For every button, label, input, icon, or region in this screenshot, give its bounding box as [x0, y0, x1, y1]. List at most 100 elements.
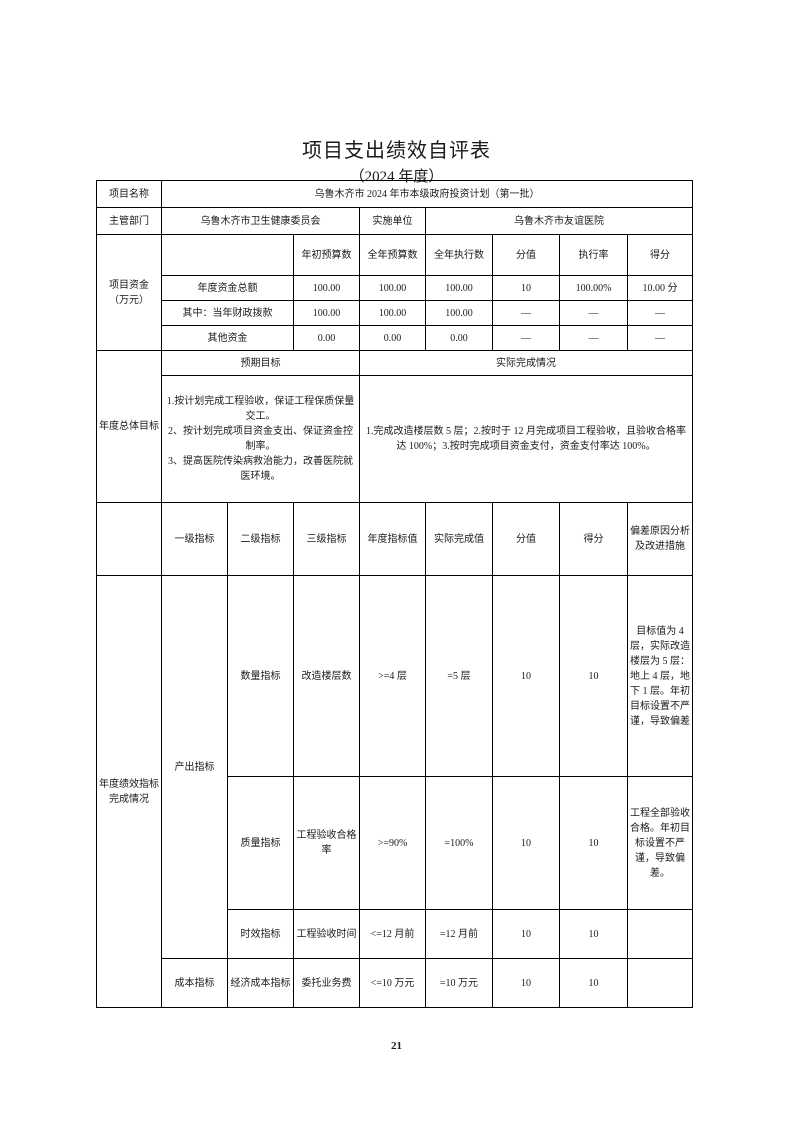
- funds-label-line2: （万元）: [109, 294, 149, 306]
- col-initial-budget: 年初预算数: [293, 234, 360, 276]
- table-row-department: 主管部门 乌鲁木齐市卫生健康委员会 实施单位 乌鲁木齐市友谊医院: [96, 207, 693, 235]
- table-row-funds-appropriation: 其中：当年财政拨款 100.00 100.00 100.00 — — —: [97, 300, 693, 326]
- deviation-timeliness: [627, 909, 693, 959]
- table-row-funds-other: 其他资金 0.00 0.00 0.00 — — —: [97, 325, 693, 351]
- score-value-quality: 10: [492, 776, 560, 910]
- score-value-timeliness: 10: [492, 909, 560, 959]
- project-name-value: 乌鲁木齐市 2024 年市本级政府投资计划（第一批）: [161, 180, 693, 208]
- level3-acceptance-time: 工程验收时间: [293, 909, 360, 959]
- page-title: 项目支出绩效自评表: [302, 140, 491, 162]
- funds-annual-execution-1: 100.00: [425, 300, 493, 326]
- deviation-quality: 工程全部验收合格。年初目标设置不严谨，导致偏差。: [627, 776, 693, 910]
- table-row-indicator-quality: 质量指标 工程验收合格率 >=90% =100% 10 10 工程全部验收合格。…: [97, 776, 693, 910]
- funds-initial-budget-1: 100.00: [293, 300, 360, 326]
- actual-completion-header: 实际完成情况: [359, 350, 693, 376]
- funds-annual-execution-2: 0.00: [425, 325, 493, 351]
- score-quality: 10: [559, 776, 628, 910]
- funds-annual-budget-2: 0.00: [359, 325, 426, 351]
- funds-score-value-2: —: [492, 325, 560, 351]
- score-value-quantity: 10: [492, 575, 560, 777]
- table-row-indicator-timeliness: 时效指标 工程验收时间 <=12 月前 =12 月前 10 10: [97, 909, 693, 959]
- table-row-goals-content: 1.按计划完成工程验收，保证工程保质保量交工。 2、按计划完成项目资金支出、保证…: [97, 375, 693, 503]
- performance-self-evaluation-table: 项目名称 乌鲁木齐市 2024 年市本级政府投资计划（第一批） 主管部门 乌鲁木…: [96, 180, 693, 1008]
- annual-target-quantity: >=4 层: [359, 575, 426, 777]
- funds-annual-budget-0: 100.00: [359, 275, 426, 301]
- col-score: 得分: [627, 234, 693, 276]
- annual-target-quality: >=90%: [359, 776, 426, 910]
- expected-goals-header: 预期目标: [161, 350, 360, 376]
- funds-score-0: 10.00 分: [627, 275, 693, 301]
- overall-goals-label: 年度总体目标: [96, 350, 162, 503]
- implementing-unit-label: 实施单位: [359, 207, 426, 235]
- funds-initial-budget-2: 0.00: [293, 325, 360, 351]
- table-row-project-name: 项目名称 乌鲁木齐市 2024 年市本级政府投资计划（第一批）: [96, 180, 693, 208]
- score-cost: 10: [559, 958, 628, 1008]
- col-level3-indicator: 三级指标: [293, 502, 360, 576]
- funds-row-label-1: 其中：当年财政拨款: [161, 300, 294, 326]
- actual-value-cost: =10 万元: [425, 958, 493, 1008]
- table-row-indicator-quantity: 年度绩效指标完成情况 产出指标 数量指标 改造楼层数 >=4 层 =5 层 10…: [96, 575, 693, 1008]
- deviation-cost: [627, 958, 693, 1008]
- level3-entrusted-business-fee: 委托业务费: [293, 958, 360, 1008]
- col-annual-execution: 全年执行数: [425, 234, 493, 276]
- funds-score-1: —: [627, 300, 693, 326]
- level3-acceptance-rate: 工程验收合格率: [293, 776, 360, 910]
- col-execution-rate: 执行率: [559, 234, 628, 276]
- table-row-indicator-header: 一级指标 二级指标 三级指标 年度指标值 实际完成值 分值 得分 偏差原因分析及…: [96, 502, 693, 576]
- funds-annual-budget-1: 100.00: [359, 300, 426, 326]
- indicators-section-label: 年度绩效指标完成情况: [96, 575, 162, 1008]
- col-level1-indicator: 一级指标: [161, 502, 228, 576]
- col-score-value: 分值: [492, 234, 560, 276]
- funds-row-label-2: 其他资金: [161, 325, 294, 351]
- actual-value-timeliness: =12 月前: [425, 909, 493, 959]
- level1-cost-indicator: 成本指标: [161, 958, 228, 1008]
- annual-target-timeliness: <=12 月前: [359, 909, 426, 959]
- funds-score-2: —: [627, 325, 693, 351]
- funds-execution-rate-1: —: [559, 300, 628, 326]
- funds-blank-header: [161, 234, 294, 276]
- level3-floor-count: 改造楼层数: [293, 575, 360, 777]
- level2-economic-cost-indicator: 经济成本指标: [227, 958, 294, 1008]
- table-row-funds-header: 项目资金 （万元） 年初预算数 全年预算数 全年执行数 分值 执行率 得分: [96, 234, 693, 351]
- col-indicator-score-value: 分值: [492, 502, 560, 576]
- table-row-indicator-cost: 成本指标 经济成本指标 委托业务费 <=10 万元 =10 万元 10 10: [97, 958, 693, 1008]
- col-deviation-analysis: 偏差原因分析及改进措施: [627, 502, 693, 576]
- annual-target-cost: <=10 万元: [359, 958, 426, 1008]
- overall-goals-label-text: 年度总体目标: [99, 421, 159, 432]
- implementing-unit-value: 乌鲁木齐市友谊医院: [425, 207, 693, 235]
- deviation-quantity: 目标值为 4 层，实际改造楼层为 5 层：地上 4 层，地下 1 层。年初目标设…: [627, 575, 693, 777]
- level2-quantity-indicator: 数量指标: [227, 575, 294, 777]
- actual-value-quantity: =5 层: [425, 575, 493, 777]
- col-annual-budget: 全年预算数: [359, 234, 426, 276]
- funds-score-value-1: —: [492, 300, 560, 326]
- col-level2-indicator: 二级指标: [227, 502, 294, 576]
- col-actual-value: 实际完成值: [425, 502, 493, 576]
- funds-row-label-0: 年度资金总额: [161, 275, 294, 301]
- col-indicator-score: 得分: [559, 502, 628, 576]
- level1-output-indicator: 产出指标: [161, 575, 228, 959]
- level2-timeliness-indicator: 时效指标: [227, 909, 294, 959]
- indicator-header-blank: [96, 502, 162, 576]
- score-timeliness: 10: [559, 909, 628, 959]
- funds-annual-execution-0: 100.00: [425, 275, 493, 301]
- funds-execution-rate-0: 100.00%: [559, 275, 628, 301]
- project-name-label: 项目名称: [96, 180, 162, 208]
- department-value: 乌鲁木齐市卫生健康委员会: [161, 207, 360, 235]
- funds-execution-rate-2: —: [559, 325, 628, 351]
- table-row-funds-total: 年度资金总额 100.00 100.00 100.00 10 100.00% 1…: [97, 275, 693, 301]
- funds-row-label: 项目资金 （万元）: [96, 234, 162, 351]
- actual-completion-text: 1.完成改造楼层数 5 层；2.按时于 12 月完成项目工程验收，且验收合格率达…: [359, 375, 693, 503]
- table-row-goals-header: 年度总体目标 预期目标 实际完成情况: [96, 350, 693, 503]
- department-label: 主管部门: [96, 207, 162, 235]
- page-number: 21: [391, 1040, 402, 1052]
- level2-quality-indicator: 质量指标: [227, 776, 294, 910]
- actual-value-quality: =100%: [425, 776, 493, 910]
- funds-score-value-0: 10: [492, 275, 560, 301]
- expected-goals-text: 1.按计划完成工程验收，保证工程保质保量交工。 2、按计划完成项目资金支出、保证…: [161, 375, 360, 503]
- col-annual-target-value: 年度指标值: [359, 502, 426, 576]
- funds-initial-budget-0: 100.00: [293, 275, 360, 301]
- score-quantity: 10: [559, 575, 628, 777]
- score-value-cost: 10: [492, 958, 560, 1008]
- funds-label-line1: 项目资金: [109, 279, 149, 291]
